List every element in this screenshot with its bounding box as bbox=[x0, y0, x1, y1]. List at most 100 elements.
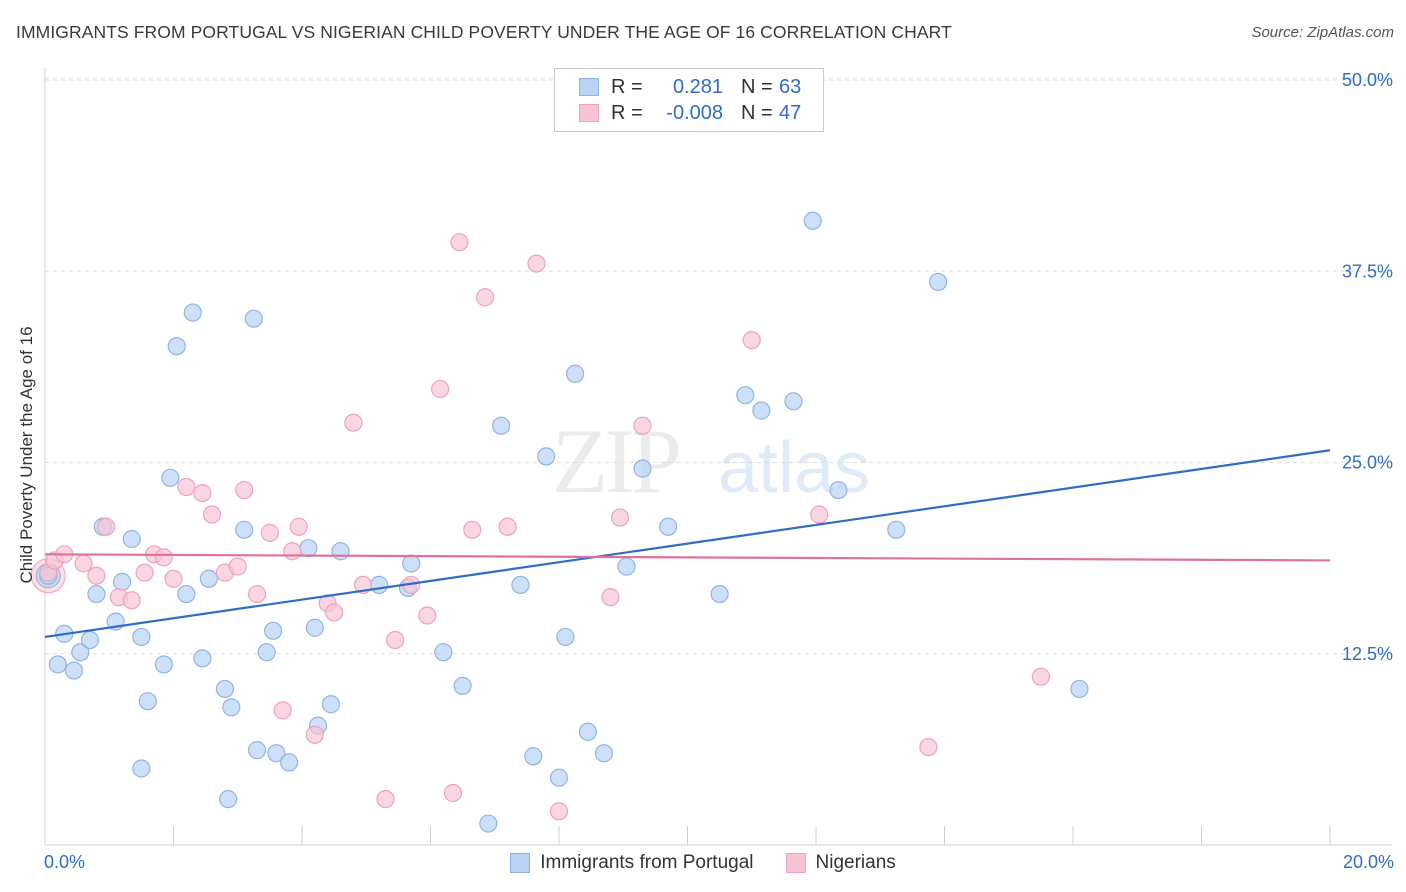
data-point-portugal bbox=[492, 416, 511, 435]
data-point-nigerians bbox=[260, 523, 279, 542]
y-tick-label: 12.5% bbox=[1342, 644, 1393, 664]
data-point-portugal bbox=[402, 554, 421, 573]
data-point-portugal bbox=[736, 386, 755, 405]
data-point-nigerians bbox=[463, 520, 482, 539]
data-point-portugal bbox=[479, 814, 498, 833]
gridlines bbox=[45, 77, 1392, 655]
data-point-portugal bbox=[154, 655, 173, 674]
r-label: R = bbox=[611, 75, 643, 98]
data-point-portugal bbox=[80, 630, 100, 650]
data-point-nigerians bbox=[386, 630, 405, 650]
legend-label-portugal: Immigrants from Portugal bbox=[540, 852, 754, 873]
data-point-nigerians bbox=[476, 288, 495, 307]
data-point-portugal bbox=[305, 618, 324, 637]
y-tick-labels: 12.5% 25.0% 37.5% 50.0% bbox=[1342, 70, 1393, 664]
data-point-nigerians bbox=[283, 542, 302, 561]
legend-swatch-pink bbox=[579, 104, 599, 122]
data-point-portugal bbox=[177, 584, 196, 604]
data-point-nigerians bbox=[74, 554, 93, 573]
data-point-portugal bbox=[138, 692, 157, 711]
data-point-portugal bbox=[537, 447, 556, 466]
y-tick-label: 25.0% bbox=[1342, 453, 1393, 473]
data-point-portugal bbox=[659, 517, 678, 536]
data-point-portugal bbox=[222, 698, 241, 717]
data-point-portugal bbox=[235, 520, 254, 539]
data-point-portugal bbox=[511, 575, 530, 595]
data-point-portugal bbox=[244, 309, 263, 328]
data-point-portugal bbox=[633, 459, 652, 478]
r-value: 0.281 bbox=[672, 75, 723, 98]
data-point-nigerians bbox=[443, 783, 463, 803]
data-point-nigerians bbox=[742, 331, 761, 350]
n-value: 47 bbox=[779, 101, 802, 124]
data-point-portugal bbox=[524, 747, 543, 766]
data-point-nigerians bbox=[610, 508, 630, 527]
data-point-nigerians bbox=[305, 725, 324, 744]
data-point-nigerians bbox=[344, 413, 363, 432]
data-point-portugal bbox=[64, 661, 84, 680]
data-point-nigerians bbox=[376, 789, 395, 809]
data-point-portugal bbox=[829, 480, 848, 500]
data-point-portugal bbox=[710, 584, 729, 604]
data-point-portugal bbox=[263, 621, 283, 640]
chart-title: IMMIGRANTS FROM PORTUGAL VS NIGERIAN CHI… bbox=[16, 22, 952, 42]
data-point-nigerians bbox=[96, 517, 116, 536]
data-point-nigerians bbox=[87, 566, 106, 585]
legend-label-nigerians: Nigerians bbox=[815, 852, 896, 873]
trend-line-portugal bbox=[44, 449, 1331, 639]
data-point-nigerians bbox=[431, 379, 450, 399]
data-point-portugal bbox=[132, 759, 151, 778]
y-tick-label: 50.0% bbox=[1342, 70, 1393, 90]
data-point-portugal bbox=[215, 679, 234, 699]
data-point-portugal bbox=[784, 392, 803, 411]
data-point-portugal bbox=[549, 768, 569, 787]
data-point-nigerians bbox=[202, 505, 222, 524]
data-point-portugal bbox=[257, 643, 276, 662]
data-point-nigerians bbox=[527, 254, 546, 273]
data-point-nigerians bbox=[418, 606, 437, 625]
data-point-nigerians bbox=[154, 548, 173, 567]
data-point-nigerians bbox=[235, 480, 254, 500]
data-point-portugal bbox=[803, 211, 822, 230]
legend-swatch-pink bbox=[785, 853, 806, 873]
data-point-nigerians bbox=[549, 802, 569, 821]
legend-item-portugal: Immigrants from Portugal bbox=[510, 852, 754, 874]
data-point-portugal bbox=[752, 401, 771, 420]
data-point-portugal bbox=[87, 584, 106, 604]
data-point-portugal bbox=[556, 627, 575, 647]
trend-line-nigerians bbox=[44, 553, 1331, 562]
data-point-portugal bbox=[48, 655, 67, 674]
n-value: 63 bbox=[779, 75, 802, 98]
data-point-nigerians bbox=[1031, 667, 1050, 686]
data-point-nigerians bbox=[135, 563, 154, 582]
data-point-portugal bbox=[331, 542, 350, 561]
data-point-portugal bbox=[112, 572, 132, 591]
legend-row-portugal: R = 0.281 N = 63 bbox=[579, 75, 801, 99]
watermark: ZIP atlas bbox=[552, 410, 870, 512]
data-point-portugal bbox=[594, 744, 614, 763]
data-point-nigerians bbox=[633, 416, 652, 435]
data-point-portugal bbox=[565, 364, 585, 383]
data-point-nigerians bbox=[193, 484, 212, 503]
data-point-nigerians bbox=[919, 737, 938, 757]
data-point-portugal bbox=[434, 643, 453, 662]
data-point-portugal bbox=[132, 627, 151, 647]
r-label: R = bbox=[611, 101, 643, 124]
data-point-portugal bbox=[453, 676, 472, 695]
data-point-portugal bbox=[299, 539, 318, 558]
legend-swatch-blue bbox=[510, 853, 531, 873]
watermark-zip: ZIP bbox=[552, 410, 679, 512]
data-point-portugal bbox=[1070, 679, 1089, 699]
watermark-atlas: atlas bbox=[718, 428, 870, 508]
data-points bbox=[30, 211, 1089, 833]
data-point-portugal bbox=[161, 468, 180, 487]
data-point-nigerians bbox=[289, 517, 308, 536]
data-point-nigerians bbox=[498, 517, 517, 536]
data-point-portugal bbox=[578, 722, 598, 741]
n-label: N = bbox=[741, 101, 773, 124]
data-point-nigerians bbox=[228, 557, 247, 576]
data-point-portugal bbox=[928, 272, 948, 292]
data-point-portugal bbox=[199, 569, 218, 588]
legend-row-nigerians: R = -0.008 N = 47 bbox=[579, 101, 801, 125]
